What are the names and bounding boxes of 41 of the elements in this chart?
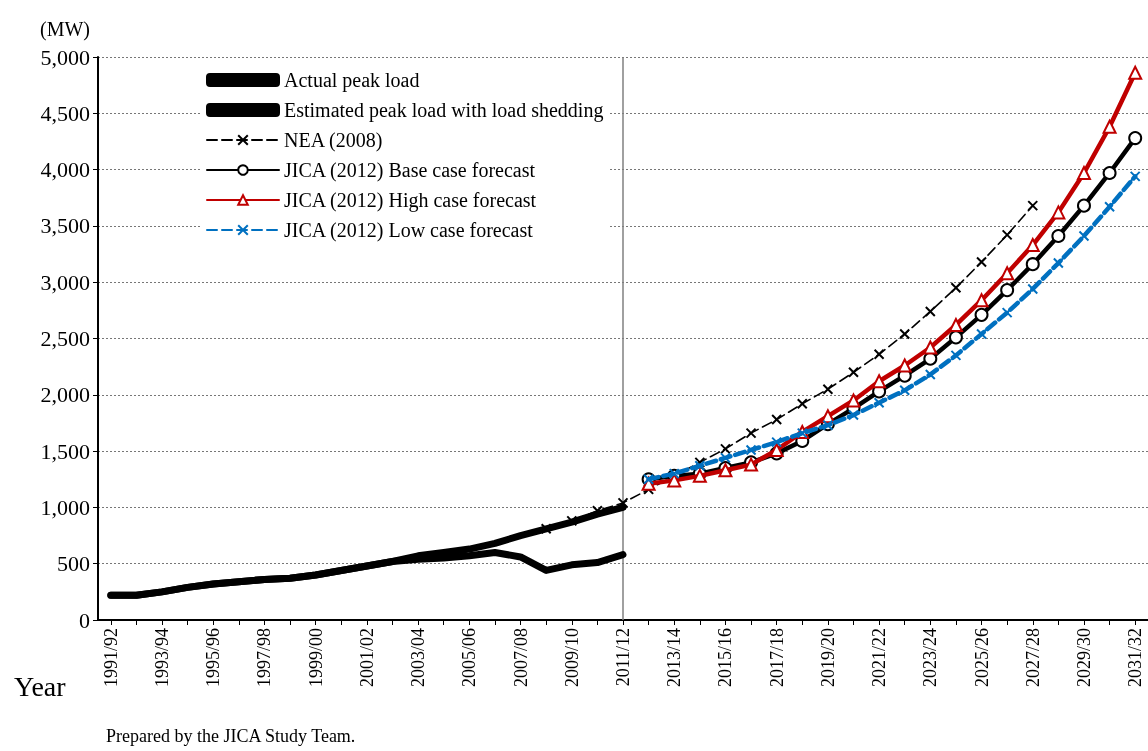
x-tick-label: 2023/24 (920, 628, 941, 688)
legend-label: JICA (2012) High case forecast (284, 189, 537, 212)
text: Prepared by the JICA Study Team. (106, 726, 356, 746)
y-tick-label: 3,000 (40, 269, 90, 295)
y-tick-label: 1,000 (40, 494, 90, 520)
y-tick-label: 4,500 (40, 100, 90, 126)
x-tick-label: 2025/26 (971, 628, 992, 688)
y-tick-label: 0 (79, 607, 90, 633)
x-tick-label: 1995/96 (203, 628, 224, 688)
x-tick-label: 2007/08 (510, 628, 531, 688)
legend-label: JICA (2012) Base case forecast (284, 159, 536, 182)
x-axis-title: Year (14, 670, 67, 702)
x-tick-label: 1999/00 (305, 628, 326, 688)
y-tick-label: 500 (57, 551, 90, 577)
x-tick-label: 2019/20 (817, 628, 838, 688)
x-tick-label: 2027/28 (1022, 628, 1043, 688)
y-tick-label: 5,000 (40, 44, 90, 70)
x-tick-label: 2013/14 (664, 628, 685, 688)
y-tick-label: 2,500 (40, 326, 90, 351)
x-tick-label: 2011/12 (613, 628, 633, 687)
x-tick-label: 2009/10 (561, 628, 582, 688)
x-tick-label: 2005/06 (459, 628, 480, 688)
x-tick-label: 2001/02 (356, 628, 377, 688)
x-tick-label: 1991/92 (100, 628, 121, 688)
y-tick-label: 1,500 (40, 438, 90, 464)
legend-label: Actual peak load (284, 69, 420, 92)
x-tick-label: 2017/18 (766, 628, 787, 688)
legend-label: Estimated peak load with load shedding (284, 99, 604, 122)
y-axis-title: (MW) (40, 18, 90, 41)
x-tick-label: 1993/94 (152, 628, 173, 688)
x-tick-label: 2021/22 (869, 628, 890, 688)
x-tick-label: 2029/30 (1073, 628, 1094, 688)
legend-label: NEA (2008) (284, 129, 383, 152)
x-tick-label: 2015/16 (715, 628, 736, 688)
x-tick-label: 1997/98 (254, 628, 275, 688)
legend-label: JICA (2012) Low case forecast (284, 219, 534, 242)
x-tick-label: 2003/04 (408, 628, 429, 688)
y-tick-label: 3,500 (40, 213, 90, 239)
y-tick-label: 4,000 (40, 157, 90, 183)
x-tick-label: 2031/32 (1125, 628, 1146, 688)
y-tick-label: 2,000 (40, 382, 90, 408)
